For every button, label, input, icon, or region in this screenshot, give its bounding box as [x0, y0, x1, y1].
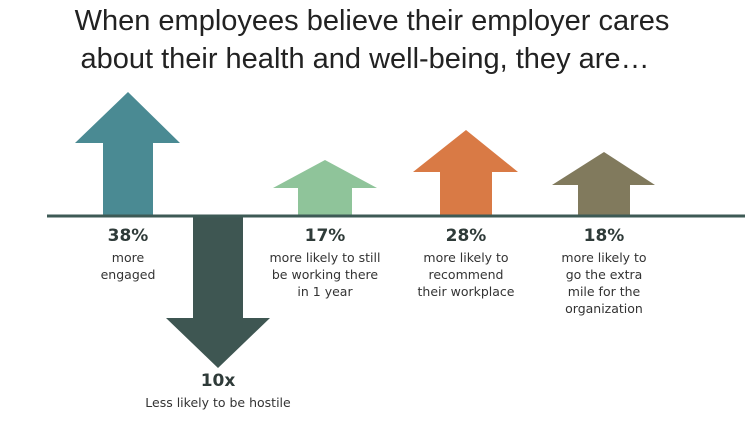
up-arrow — [413, 130, 518, 215]
stat-value: 10x — [201, 371, 236, 391]
stat-description: in 1 year — [297, 284, 353, 299]
stat-value: 38% — [108, 226, 149, 246]
stat-description: more — [112, 250, 145, 265]
up-arrow — [75, 92, 180, 215]
up-arrow — [552, 152, 655, 215]
stat-description: be working there — [272, 267, 379, 282]
stat-description: go the extra — [566, 267, 643, 282]
stat-description: engaged — [101, 267, 156, 282]
title-line: about their health and well-being, they … — [80, 43, 649, 75]
stat-description: more likely to still — [270, 250, 381, 265]
stat-description: Less likely to be hostile — [145, 395, 291, 410]
stat-description: mile for the — [568, 284, 641, 299]
stat-value: 17% — [305, 226, 346, 246]
down-arrow — [166, 215, 270, 368]
stat-value: 18% — [584, 226, 625, 246]
stat-description: their workplace — [418, 284, 515, 299]
up-arrow — [273, 160, 377, 215]
stat-description: more likely to — [423, 250, 508, 265]
title-line: When employees believe their employer ca… — [75, 5, 670, 37]
stat-description: more likely to — [561, 250, 646, 265]
stat-value: 28% — [446, 226, 487, 246]
stat-description: organization — [565, 301, 643, 316]
stat-description: recommend — [429, 267, 504, 282]
